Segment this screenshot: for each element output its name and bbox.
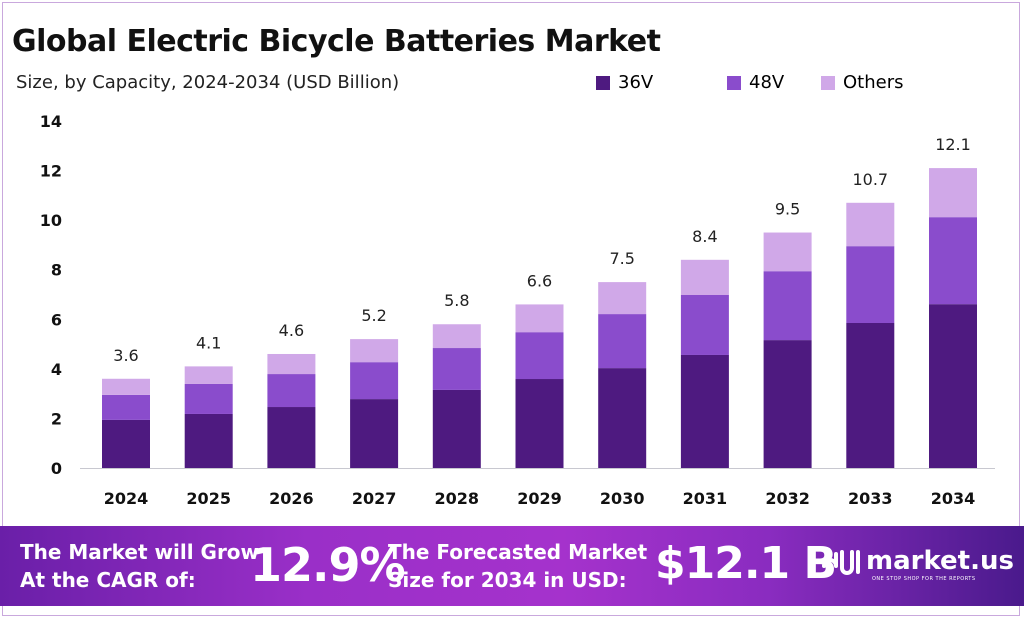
legend-swatch — [596, 75, 610, 90]
forecast-label: The Forecasted Market Size for 2034 in US… — [388, 538, 647, 594]
legend-label: Others — [843, 72, 904, 93]
legend-label: 36V — [618, 72, 654, 93]
forecast-value: $12.1 B — [655, 538, 837, 589]
y-tick-label: 6 — [51, 310, 62, 329]
bar-segment-48v-2028 — [432, 348, 481, 390]
legend-item-others: Others — [821, 72, 904, 93]
data-label-total: 6.6 — [527, 271, 552, 290]
bar-segment-48v-2031 — [680, 294, 729, 355]
cagr-label-line2: At the CAGR of: — [20, 568, 196, 592]
legend-item-36v: 36V — [596, 72, 653, 93]
x-tick-label: 2031 — [683, 489, 728, 508]
chart-subtitle: Size, by Capacity, 2024-2034 (USD Billio… — [16, 72, 400, 93]
bar-segment-others-2024 — [102, 378, 150, 395]
bar-segment-36v-2031 — [680, 354, 729, 468]
bar-segment-48v-2032 — [763, 271, 812, 341]
x-tick-label: 2034 — [931, 489, 976, 508]
bar-segment-others-2034 — [929, 168, 977, 218]
legend-item-48v: 48V — [727, 72, 784, 93]
bar-segment-36v-2033 — [846, 323, 895, 468]
bar-segment-48v-2025 — [184, 383, 233, 414]
forecast-label-line1: The Forecasted Market — [388, 540, 648, 564]
bar-segment-48v-2033 — [846, 246, 895, 324]
x-tick-label: 2028 — [435, 489, 480, 508]
bar-segment-36v-2029 — [515, 379, 564, 468]
bar-segment-others-2026 — [267, 353, 316, 375]
legend-swatch — [821, 75, 835, 90]
market-us-logo: market.us ONE STOP SHOP FOR THE REPORTS — [820, 544, 1014, 582]
y-tick-label: 14 — [40, 112, 62, 131]
bar-segment-36v-2030 — [598, 368, 647, 468]
logo-tagline: ONE STOP SHOP FOR THE REPORTS — [872, 576, 976, 582]
bar-segment-36v-2027 — [350, 399, 399, 468]
data-label-total: 5.8 — [444, 291, 469, 310]
legend-swatch — [727, 75, 741, 90]
bar-segment-36v-2026 — [267, 407, 316, 468]
footer-banner: The Market will Grow At the CAGR of: 12.9… — [0, 526, 1024, 606]
bar-segment-48v-2027 — [350, 362, 399, 400]
y-tick-label: 4 — [51, 360, 62, 379]
data-label-total: 9.5 — [775, 200, 800, 219]
bar-segment-others-2027 — [350, 339, 399, 363]
x-tick-label: 2025 — [186, 489, 231, 508]
bar-segment-others-2032 — [763, 232, 812, 272]
logo-icon — [822, 550, 860, 575]
chart-title: Global Electric Bicycle Batteries Market — [12, 24, 661, 59]
cagr-label-line1: The Market will Grow — [20, 540, 260, 564]
forecast-label-line2: Size for 2034 in USD: — [388, 568, 627, 592]
bar-segment-48v-2030 — [598, 314, 647, 369]
bar-segment-36v-2034 — [929, 304, 977, 468]
x-tick-label: 2027 — [352, 489, 397, 508]
bar-segment-others-2028 — [432, 324, 481, 349]
bar-segment-others-2029 — [515, 304, 564, 333]
y-tick-label: 0 — [51, 459, 62, 478]
data-label-total: 4.1 — [196, 333, 221, 352]
bar-segment-36v-2024 — [102, 419, 150, 468]
data-label-total: 5.2 — [361, 306, 386, 325]
cagr-value: 12.9% — [250, 538, 406, 592]
y-tick-label: 2 — [51, 409, 62, 428]
cagr-label: The Market will Grow At the CAGR of: — [20, 538, 259, 594]
bar-segment-48v-2034 — [929, 217, 977, 305]
data-label-total: 3.6 — [113, 346, 138, 365]
legend-label: 48V — [749, 72, 785, 93]
bar-segment-36v-2025 — [184, 413, 233, 468]
x-tick-label: 2032 — [765, 489, 810, 508]
chart-svg: 0 2 4 6 8 10 12 14 3.6 2024 4.1 2025 4.6 2026 5.2 2027 5… — [40, 112, 995, 508]
data-label-total: 4.6 — [279, 321, 304, 340]
data-label-total: 12.1 — [935, 135, 971, 154]
x-tick-label: 2030 — [600, 489, 645, 508]
x-tick-label: 2029 — [517, 489, 562, 508]
bar-segment-36v-2032 — [763, 340, 812, 468]
x-tick-label: 2033 — [848, 489, 893, 508]
y-tick-label: 10 — [40, 211, 62, 230]
bar-segment-36v-2028 — [432, 389, 481, 468]
data-label-total: 8.4 — [692, 227, 717, 246]
bar-segment-48v-2024 — [102, 394, 150, 420]
bar-segment-others-2031 — [680, 259, 729, 295]
data-label-total: 7.5 — [609, 249, 634, 268]
logo-text: market.us — [866, 546, 1014, 576]
bar-segment-48v-2026 — [267, 374, 316, 408]
bar-segment-others-2025 — [184, 366, 233, 384]
x-tick-label: 2024 — [104, 489, 149, 508]
bar-segment-others-2033 — [846, 202, 895, 247]
data-label-total: 10.7 — [852, 170, 888, 189]
y-tick-label: 12 — [40, 162, 62, 181]
bar-segment-others-2030 — [598, 282, 647, 315]
y-tick-label: 8 — [51, 261, 62, 280]
x-tick-label: 2026 — [269, 489, 314, 508]
bar-segment-48v-2029 — [515, 332, 564, 380]
